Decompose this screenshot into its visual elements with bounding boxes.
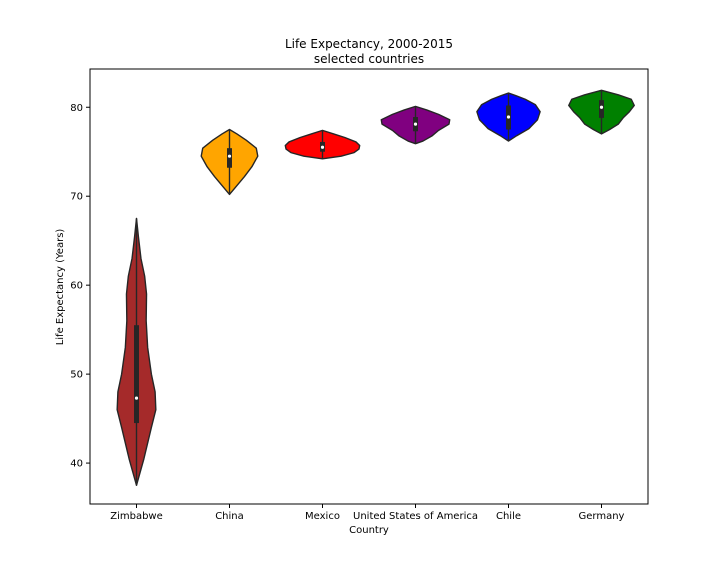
violin-median-point [599, 105, 604, 109]
violin-median-point [413, 122, 418, 126]
x-axis-title: Country [349, 525, 389, 536]
violin-iqr-box [227, 148, 232, 168]
plot-area-frame [89, 68, 649, 505]
violin-median-point [227, 154, 232, 158]
violin-group [116, 89, 635, 487]
chart-title: Life Expectancy, 2000-2015 [285, 37, 453, 51]
x-tick-label: Zimbabwe [110, 511, 163, 522]
y-tick-label: 80 [70, 103, 83, 114]
x-axis: Zimbabwe China Mexico United States of Amer… [110, 504, 625, 522]
x-tick-label: United States of America [353, 511, 478, 522]
y-axis: 40 50 60 70 80 [70, 103, 90, 470]
violin-median-point [506, 115, 511, 119]
chart-subtitle: selected countries [314, 52, 424, 66]
violin-iqr-box [599, 100, 604, 118]
x-tick-label: Mexico [305, 511, 340, 522]
y-tick-label: 70 [70, 192, 83, 203]
violin-median-point [320, 145, 325, 149]
y-tick-label: 60 [70, 281, 83, 292]
y-tick-label: 40 [70, 459, 83, 470]
y-axis-title: Life Expectancy (Years) [55, 229, 66, 346]
violin-median-point [134, 396, 139, 400]
violin-iqr-box [134, 325, 139, 424]
x-tick-label: Chile [496, 511, 521, 522]
x-tick-label: Germany [579, 511, 625, 522]
x-tick-label: China [215, 511, 244, 522]
y-tick-label: 50 [70, 370, 83, 381]
